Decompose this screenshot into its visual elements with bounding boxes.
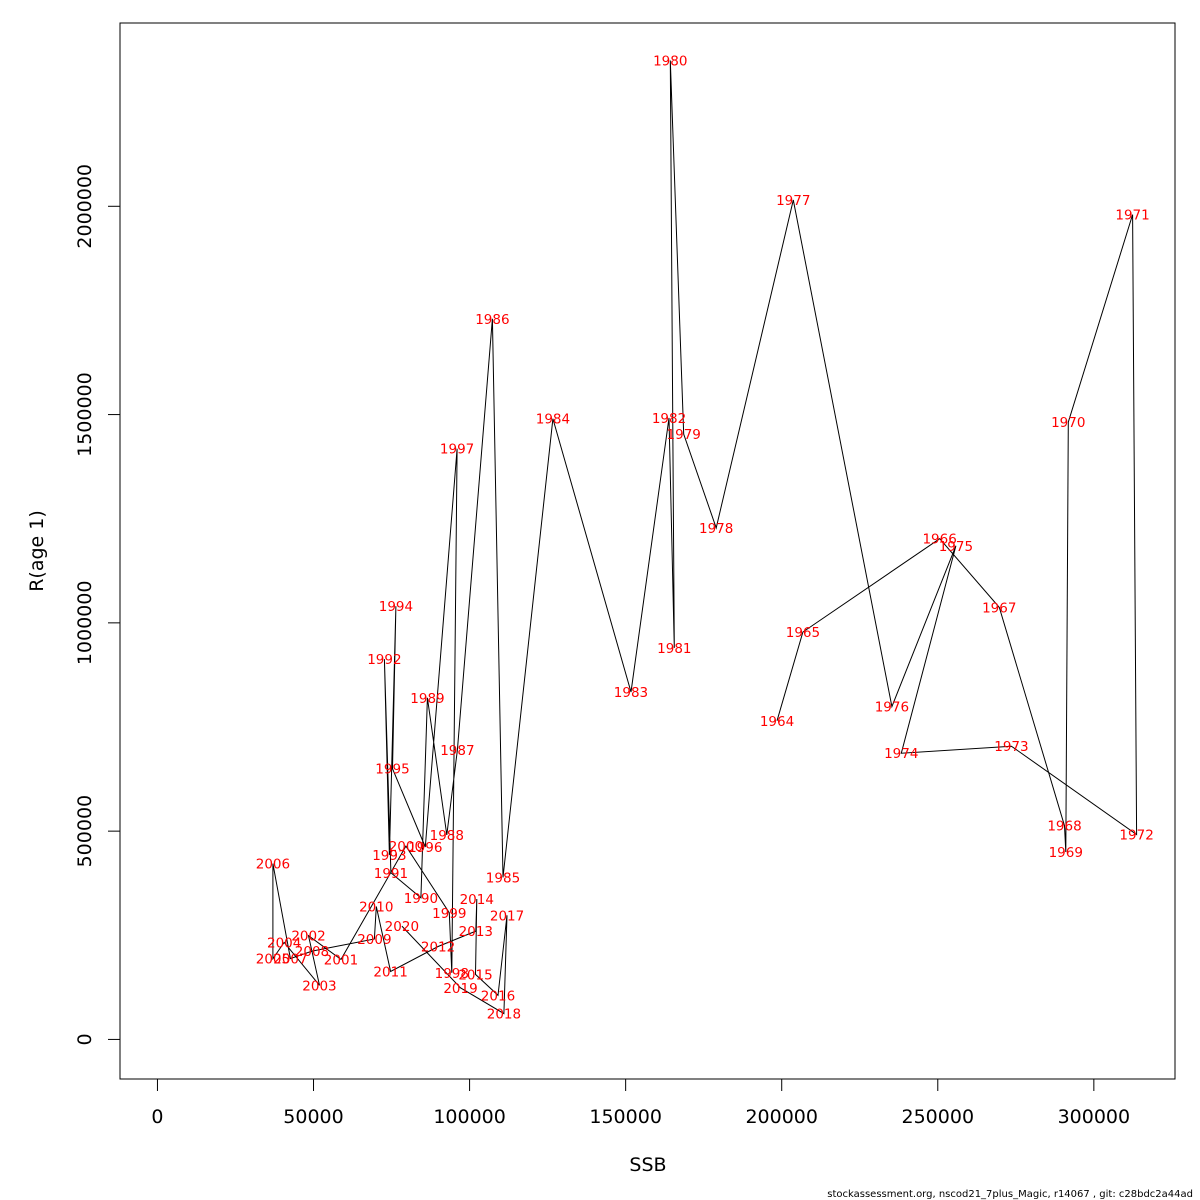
year-label-1986: 1986 [475, 312, 509, 328]
year-label-2005: 2005 [256, 952, 290, 968]
year-label-2000: 2000 [389, 839, 423, 855]
year-label-1983: 1983 [614, 685, 648, 701]
year-label-2011: 2011 [373, 965, 407, 981]
year-label-1990: 1990 [404, 891, 438, 907]
year-label-1993: 1993 [372, 848, 406, 864]
year-label-1971: 1971 [1115, 208, 1149, 224]
y-tick-label: 500000 [74, 795, 96, 868]
x-tick-label: 0 [151, 1106, 163, 1128]
year-label-2004: 2004 [267, 935, 301, 951]
year-label-1974: 1974 [884, 746, 918, 762]
year-label-2018: 2018 [487, 1007, 521, 1023]
x-tick-label: 100000 [433, 1106, 506, 1128]
year-label-1970: 1970 [1051, 415, 1085, 431]
year-label-2003: 2003 [302, 978, 336, 994]
year-labels: 1964 1965 1966 1967 1968 1969 1970 1971 1972 1973… [256, 53, 1154, 1022]
year-label-1997: 1997 [440, 442, 474, 458]
y-axis: 0 500000 1000000 1500000 2000000 [74, 164, 121, 1045]
year-label-1989: 1989 [410, 691, 444, 707]
year-label-1992: 1992 [367, 652, 401, 668]
year-label-2012: 2012 [421, 940, 455, 956]
year-label-2002: 2002 [291, 929, 325, 945]
year-label-1988: 1988 [430, 828, 464, 844]
year-label-2001: 2001 [324, 952, 358, 968]
x-tick-label: 150000 [589, 1106, 662, 1128]
x-tick-label: 300000 [1058, 1106, 1131, 1128]
year-label-1979: 1979 [667, 427, 701, 443]
year-label-1964: 1964 [760, 714, 794, 730]
x-axis: 0 50000 100000 150000 200000 250000 300000 [151, 1078, 1131, 1128]
year-label-2016: 2016 [481, 988, 515, 1004]
year-label-2009: 2009 [357, 932, 391, 948]
year-label-1968: 1968 [1047, 819, 1081, 835]
x-tick-label: 50000 [283, 1106, 343, 1128]
y-tick-label: 2000000 [74, 164, 96, 249]
year-label-1996: 1996 [408, 840, 442, 856]
year-label-1981: 1981 [657, 641, 691, 657]
year-label-1999: 1999 [432, 906, 466, 922]
year-label-1982: 1982 [652, 411, 686, 427]
year-label-1973: 1973 [994, 739, 1028, 755]
year-label-1966: 1966 [922, 532, 956, 548]
year-label-1980: 1980 [653, 53, 687, 69]
year-label-1972: 1972 [1119, 827, 1153, 843]
plot-frame [119, 22, 1176, 1080]
year-label-2007: 2007 [273, 952, 307, 968]
year-label-1978: 1978 [699, 521, 733, 537]
year-label-1967: 1967 [982, 600, 1016, 616]
year-label-1965: 1965 [786, 625, 820, 641]
year-label-2017: 2017 [490, 908, 524, 924]
year-label-1984: 1984 [536, 412, 570, 428]
y-axis-title: R(age 1) [26, 510, 48, 592]
year-label-2008: 2008 [295, 944, 329, 960]
year-label-2019: 2019 [443, 981, 477, 997]
y-tick-label: 0 [74, 1033, 96, 1045]
year-label-1975: 1975 [939, 539, 973, 555]
year-label-1994: 1994 [379, 599, 413, 615]
year-label-1998: 1998 [435, 966, 469, 982]
year-label-1995: 1995 [375, 762, 409, 778]
year-label-1969: 1969 [1049, 845, 1083, 861]
year-label-2006: 2006 [256, 857, 290, 873]
year-label-1985: 1985 [486, 870, 520, 886]
y-tick-label: 1000000 [74, 581, 96, 666]
year-label-1976: 1976 [875, 700, 909, 716]
x-tick-label: 200000 [745, 1106, 818, 1128]
year-label-2020: 2020 [385, 919, 419, 935]
year-label-2014: 2014 [460, 892, 494, 908]
sr-trajectory-line [272, 60, 1138, 1015]
x-axis-title: SSB [629, 1154, 666, 1176]
y-tick-label: 1500000 [74, 372, 96, 457]
year-label-1991: 1991 [374, 866, 408, 882]
year-label-1987: 1987 [440, 743, 474, 759]
year-label-2010: 2010 [359, 900, 393, 916]
year-label-2013: 2013 [459, 924, 493, 940]
year-label-1977: 1977 [776, 193, 810, 209]
footer-caption: stockassessment.org, nscod21_7plus_Magic… [827, 1189, 1193, 1200]
x-tick-label: 250000 [902, 1106, 975, 1128]
year-label-2015: 2015 [458, 967, 492, 983]
